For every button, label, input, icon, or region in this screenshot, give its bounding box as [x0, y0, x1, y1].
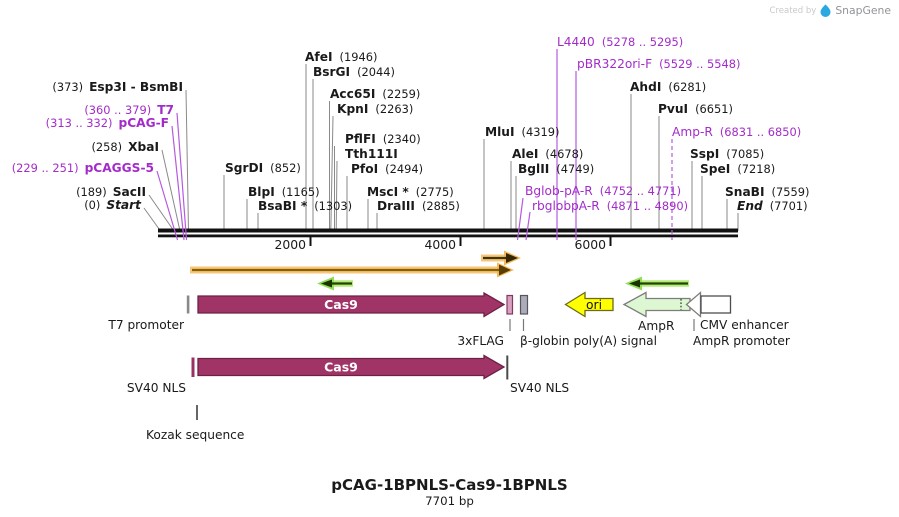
site-label-pcag-f-primer[interactable]: (313 .. 332) pCAG-F — [45, 116, 169, 130]
site-label-amp-r-primer[interactable]: Amp-R (6831 .. 6850) — [672, 125, 802, 139]
site-label-pbr322ori-f-primer[interactable]: pBR322ori-F (5529 .. 5548) — [577, 57, 741, 71]
site-label-sspi[interactable]: SspI (7085) — [690, 147, 765, 161]
enzyme-leader-lines — [143, 64, 739, 232]
site-label-alei[interactable]: AleI (4678) — [512, 147, 584, 161]
orf-arrow-reverse-right[interactable] — [625, 276, 689, 291]
site-label-spei[interactable]: SpeI (7218) — [700, 162, 776, 176]
site-label-mlui[interactable]: MluI (4319) — [485, 125, 560, 139]
ruler-ticks — [309, 236, 612, 246]
ruler-label-2000: 2000 — [274, 237, 306, 252]
cas9-cds-arrow-bottom[interactable]: Cas9 — [197, 354, 506, 380]
site-label-pcaggs-5-primer[interactable]: (229 .. 251) pCAGGS-5 — [11, 161, 154, 175]
3xflag-label[interactable]: 3xFLAG — [457, 334, 504, 348]
cmv-enhancer-feature[interactable] — [700, 295, 732, 314]
site-label-snabi[interactable]: SnaBI (7559) — [725, 185, 810, 199]
t7-promoter-label[interactable]: T7 promoter — [108, 318, 184, 332]
snapgene-logo-icon — [820, 4, 831, 17]
site-label-tth111i[interactable]: Tth111I — [345, 147, 398, 161]
ampr-promoter-arrow[interactable] — [685, 291, 702, 318]
cmv-enhancer-label[interactable]: CMV enhancer — [700, 318, 789, 332]
bglobin-polya-feature[interactable] — [519, 294, 529, 315]
ampr-cds-arrow[interactable] — [622, 291, 691, 318]
plasmid-length: 7701 bp — [425, 494, 474, 508]
ampr-promoter-label[interactable]: AmpR promoter — [693, 334, 790, 348]
site-label-bglob-pa-r-primer[interactable]: Bglob-pA-R (4752 .. 4771) — [525, 184, 682, 198]
site-label-kpni[interactable]: KpnI (2263) — [337, 102, 414, 116]
site-label-ahdi[interactable]: AhdI (6281) — [630, 80, 707, 94]
site-label-t7-primer[interactable]: (360 .. 379) T7 — [84, 103, 174, 117]
created-by-text: Created by — [769, 5, 817, 16]
sv40-nls-right-feature[interactable] — [506, 355, 509, 380]
site-label-rbglobpa-r-primer[interactable]: rbglobpA-R (4871 .. 4890) — [532, 199, 689, 213]
orf-arrow-forward-short[interactable] — [481, 250, 521, 266]
ori-label: ori — [586, 298, 602, 312]
site-label-bsabi[interactable]: BsaBI * (1303) — [258, 199, 353, 213]
site-label-esp3i-bsmbi[interactable]: (373) Esp3I - BsmBI — [52, 80, 183, 94]
snapgene-brand-text: SnapGene — [835, 4, 891, 17]
ampr-label[interactable]: AmpR — [638, 319, 675, 333]
site-label-sacii[interactable]: (189) SacII — [76, 185, 146, 199]
cas9-label-bottom: Cas9 — [324, 360, 358, 375]
cas9-cds-arrow-top[interactable]: Cas9 — [197, 291, 506, 318]
plasmid-backbone[interactable] — [158, 228, 738, 238]
site-label-end[interactable]: End (7701) — [737, 199, 808, 213]
primer-leader-lines — [156, 49, 673, 241]
cas9-label-top: Cas9 — [324, 297, 358, 312]
ruler-label-6000: 6000 — [574, 237, 606, 252]
site-label-afei[interactable]: AfeI (1946) — [305, 50, 378, 64]
site-label-bglii[interactable]: BglII (4749) — [518, 162, 595, 176]
site-label-pfoi[interactable]: PfoI (2494) — [351, 162, 424, 176]
site-label-acc65i[interactable]: Acc65I (2259) — [330, 87, 421, 101]
site-label-pvui[interactable]: PvuI (6651) — [658, 102, 733, 116]
site-label-pflfi[interactable]: PflFI (2340) — [345, 132, 421, 146]
bglobin-polya-label[interactable]: β-globin poly(A) signal — [520, 334, 658, 348]
plasmid-title: pCAG-1BPNLS-Cas9-1BPNLS — [331, 476, 568, 494]
site-label-blpi[interactable]: BlpI (1165) — [248, 185, 320, 199]
site-label-start[interactable]: (0) Start — [84, 198, 141, 212]
orf-arrow-forward-long[interactable] — [190, 262, 514, 278]
site-label-msci[interactable]: MscI * (2775) — [367, 185, 454, 199]
sv40-nls-left-label[interactable]: SV40 NLS — [126, 381, 186, 395]
sv40-nls-left-feature[interactable] — [191, 357, 195, 378]
ruler-label-4000: 4000 — [424, 237, 456, 252]
t7-promoter-feature[interactable] — [186, 295, 190, 314]
3xflag-feature[interactable] — [506, 294, 514, 315]
snapgene-watermark: Created by SnapGene — [770, 4, 891, 17]
ori-arrow[interactable]: ori — [564, 291, 614, 318]
site-label-bsrgi[interactable]: BsrGI (2044) — [313, 65, 395, 79]
orf-arrow-reverse-left[interactable] — [317, 276, 353, 291]
site-label-l4440-primer[interactable]: L4440 (5278 .. 5295) — [557, 35, 684, 49]
sv40-nls-right-label[interactable]: SV40 NLS — [510, 381, 570, 395]
site-label-xbai[interactable]: (258) XbaI — [91, 140, 159, 154]
site-label-draiii[interactable]: DraIII (2885) — [377, 199, 460, 213]
feature-label-leaders — [509, 319, 695, 331]
site-label-sgrdi[interactable]: SgrDI (852) — [225, 161, 301, 175]
kozak-sequence-label[interactable]: Kozak sequence — [146, 428, 245, 442]
